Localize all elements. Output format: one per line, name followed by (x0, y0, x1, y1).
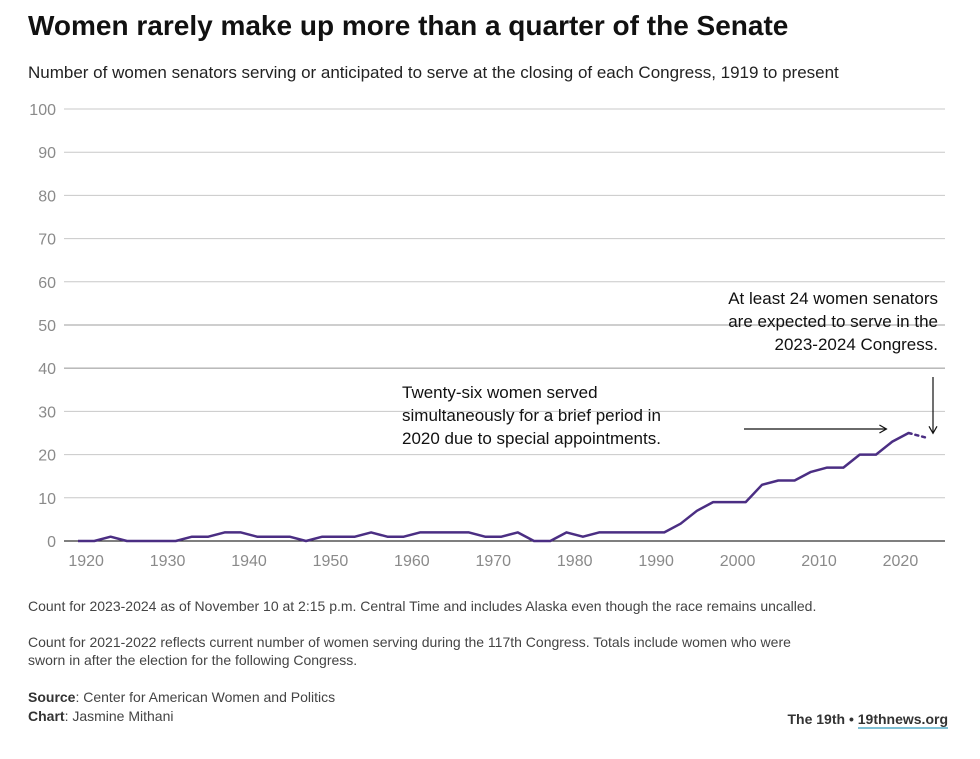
y-tick-label-60: 60 (38, 275, 56, 292)
y-tick-label-20: 20 (38, 448, 56, 465)
brand-site-link[interactable]: 19thnews.org (857, 711, 948, 729)
y-tick-label-50: 50 (38, 318, 56, 335)
brand-name: The 19th (787, 711, 846, 727)
x-tick-label-1940: 1940 (231, 553, 267, 570)
projected-series-line (907, 431, 927, 439)
x-tick-label-1990: 1990 (638, 553, 674, 570)
x-tick-label-1930: 1930 (150, 553, 186, 570)
brand-separator: • (848, 711, 854, 727)
y-tick-label-70: 70 (38, 232, 56, 249)
x-tick-label-2020: 2020 (883, 553, 919, 570)
annotation-2-line-1: At least 24 women senators (728, 289, 938, 308)
y-tick-label-0: 0 (47, 534, 56, 551)
women-senators-line (78, 431, 910, 543)
annotation-1-line-3: 2020 due to special appointments. (402, 429, 661, 448)
x-axis-ticks: 1920 1930 1940 1950 1960 1970 1980 1990 2000 2010… (68, 553, 918, 570)
chart-credit: Chart: Jasmine Mithani (28, 708, 174, 724)
y-tick-label-10: 10 (38, 491, 56, 508)
y-tick-label-80: 80 (38, 188, 56, 205)
x-tick-label-2000: 2000 (720, 553, 756, 570)
gridlines (64, 108, 945, 542)
y-tick-label-30: 30 (38, 404, 56, 421)
chart-author: : Jasmine Mithani (64, 708, 174, 724)
y-tick-label-40: 40 (38, 361, 56, 378)
footnote-2: Count for 2021-2022 reflects current num… (28, 634, 791, 650)
y-axis-ticks: 0 10 20 30 40 50 60 70 80 90 100 (29, 102, 56, 551)
annotation-1-line-2: simultaneously for a brief period in (402, 406, 661, 425)
x-tick-label-1950: 1950 (313, 553, 349, 570)
brand: The 19th • 19thnews.org (787, 711, 948, 729)
annotation-2-line-2: are expected to serve in the (728, 312, 938, 331)
x-tick-label-1920: 1920 (68, 553, 104, 570)
annotation-1-line-1: Twenty-six women served (402, 383, 598, 402)
chart-label: Chart (28, 708, 65, 724)
x-tick-label-1960: 1960 (394, 553, 430, 570)
series-lines (78, 431, 927, 543)
annotation-2-line-3: 2023-2024 Congress. (774, 335, 938, 354)
chart-title: Women rarely make up more than a quarter… (28, 10, 789, 41)
source-credit: Source: Center for American Women and Po… (28, 689, 335, 705)
source-text: : Center for American Women and Politics (75, 689, 336, 705)
x-tick-label-1970: 1970 (475, 553, 511, 570)
annotations: Twenty-six women served simultaneously fo… (402, 289, 938, 448)
x-tick-label-2010: 2010 (801, 553, 837, 570)
chart-subtitle: Number of women senators serving or anti… (28, 63, 839, 82)
y-tick-label-100: 100 (29, 102, 56, 119)
source-label: Source (28, 689, 76, 705)
y-tick-label-90: 90 (38, 145, 56, 162)
footnote-2-cont: sworn in after the election for the foll… (28, 652, 358, 668)
footnote-1: Count for 2023-2024 as of November 10 at… (28, 598, 817, 614)
x-tick-label-1980: 1980 (557, 553, 593, 570)
